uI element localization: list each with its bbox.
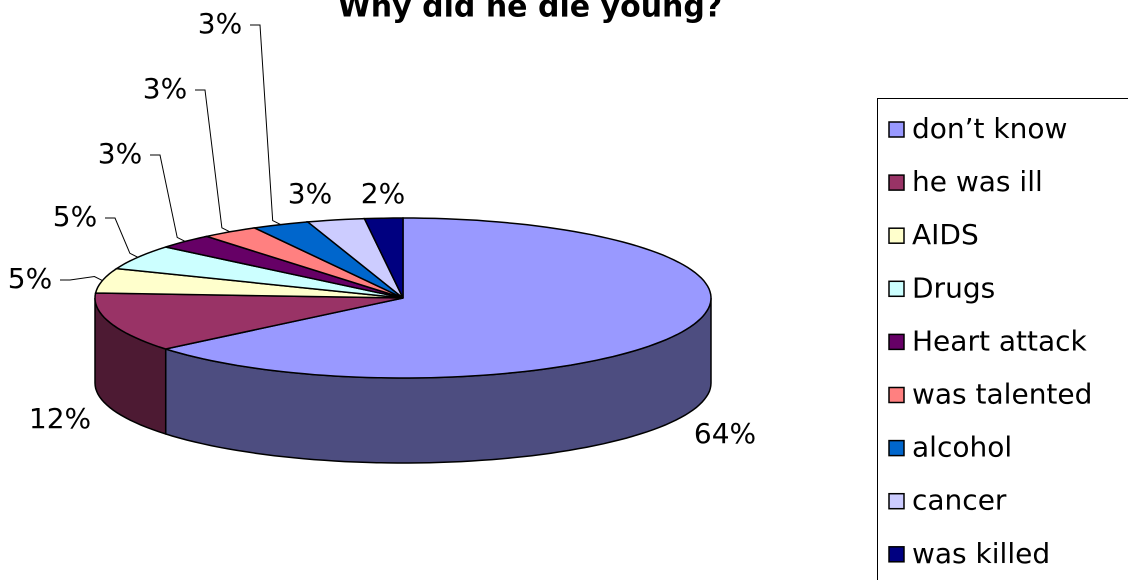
leader-line [105,217,139,258]
legend-label: don’t know [912,112,1067,145]
data-label: 64% [694,417,756,450]
pie-slice [114,246,404,299]
data-label: 3% [288,177,332,210]
leader-line [250,24,281,226]
leader-line [60,276,103,281]
pie-slice [363,217,404,299]
data-label: 5% [8,262,52,295]
data-label: 3% [98,137,142,170]
pie-slice [162,217,712,379]
legend-label: Heart attack [912,324,1087,357]
legend-swatch [888,174,905,191]
data-label: 2% [361,177,405,210]
data-label: 12% [29,402,91,435]
legend-label: Drugs [912,271,995,304]
legend-box [877,98,1128,580]
legend-label: was talented [912,378,1092,411]
pie-slice [252,221,404,299]
chart-title: Why did he die young? [338,0,723,25]
legend-label: AIDS [912,218,979,251]
legend-swatch [888,492,905,510]
legend-swatch [888,546,905,563]
legend-swatch [888,439,905,457]
leader-line [150,154,186,242]
leader-line [195,89,231,233]
pie-slice [203,227,404,299]
data-label: 5% [53,200,97,233]
data-label: 3% [198,7,242,40]
legend-label: was killed [912,537,1050,570]
legend-label: cancer [912,484,1007,517]
legend-swatch [888,121,905,138]
legend-swatch [888,280,905,298]
data-label: 3% [143,72,187,105]
legend-label: he was ill [912,165,1043,198]
legend-label: alcohol [912,431,1012,464]
pie-slice [94,292,404,350]
legend-swatch [888,333,905,351]
legend-swatch [888,386,905,404]
pie-slice [305,217,404,299]
legend-swatch [888,227,905,244]
